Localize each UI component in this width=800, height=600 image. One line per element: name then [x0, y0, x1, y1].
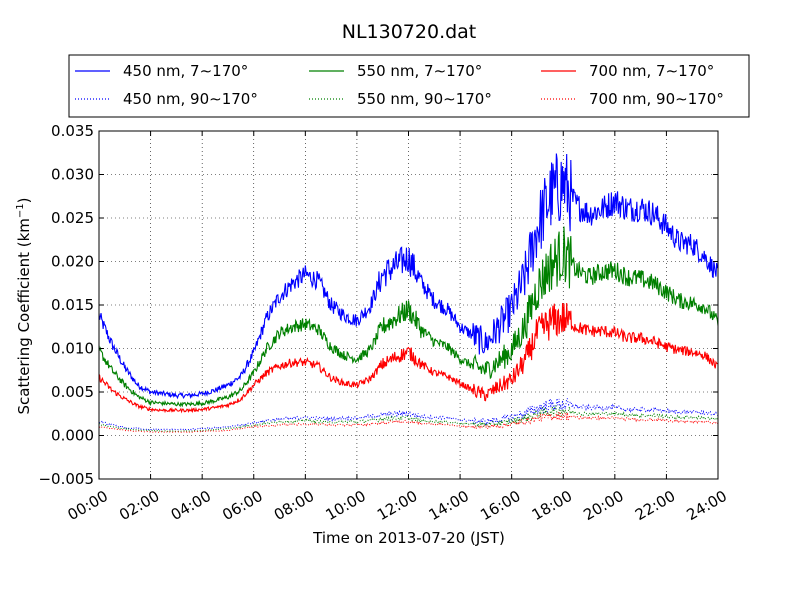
y-tick-label: 0.005: [51, 383, 94, 401]
y-tick-label: 0.010: [51, 340, 94, 358]
y-tick-label: −0.005: [38, 470, 94, 488]
series-line-2: [99, 226, 718, 408]
y-tick-label: 0.000: [51, 427, 94, 445]
y-tick-label: 0.020: [51, 253, 94, 271]
y-tick-label: 0.025: [51, 209, 94, 227]
y-axis-label-unit-exponent: −1: [15, 203, 26, 218]
legend-label: 450 nm, 90∼170°: [123, 90, 258, 108]
x-axis-label: Time on 2013-07-20 (JST): [312, 529, 505, 547]
legend-label: 550 nm, 7∼170°: [357, 62, 482, 80]
legend: 450 nm, 7∼170° 550 nm, 7∼170° 700 nm, 7∼17…: [68, 54, 750, 118]
y-tick-label: 0.035: [51, 122, 94, 140]
series-line-3: [99, 302, 718, 414]
series-layer: [99, 153, 718, 433]
legend-label: 550 nm, 90∼170°: [357, 90, 492, 108]
legend-box: [68, 54, 750, 118]
y-tick-label: 0.015: [51, 296, 94, 314]
y-tick-label: 0.030: [51, 166, 94, 184]
legend-label: 700 nm, 7∼170°: [589, 62, 714, 80]
series-line-1: [99, 153, 718, 400]
chart-title: NL130720.dat: [342, 21, 477, 43]
legend-label: 450 nm, 7∼170°: [123, 62, 248, 80]
series-line-4: [99, 397, 718, 431]
series-line-6: [99, 411, 718, 433]
legend-label: 700 nm, 90∼170°: [589, 90, 724, 108]
y-axis-label: Scattering Coefficient (km−1): [15, 197, 33, 414]
